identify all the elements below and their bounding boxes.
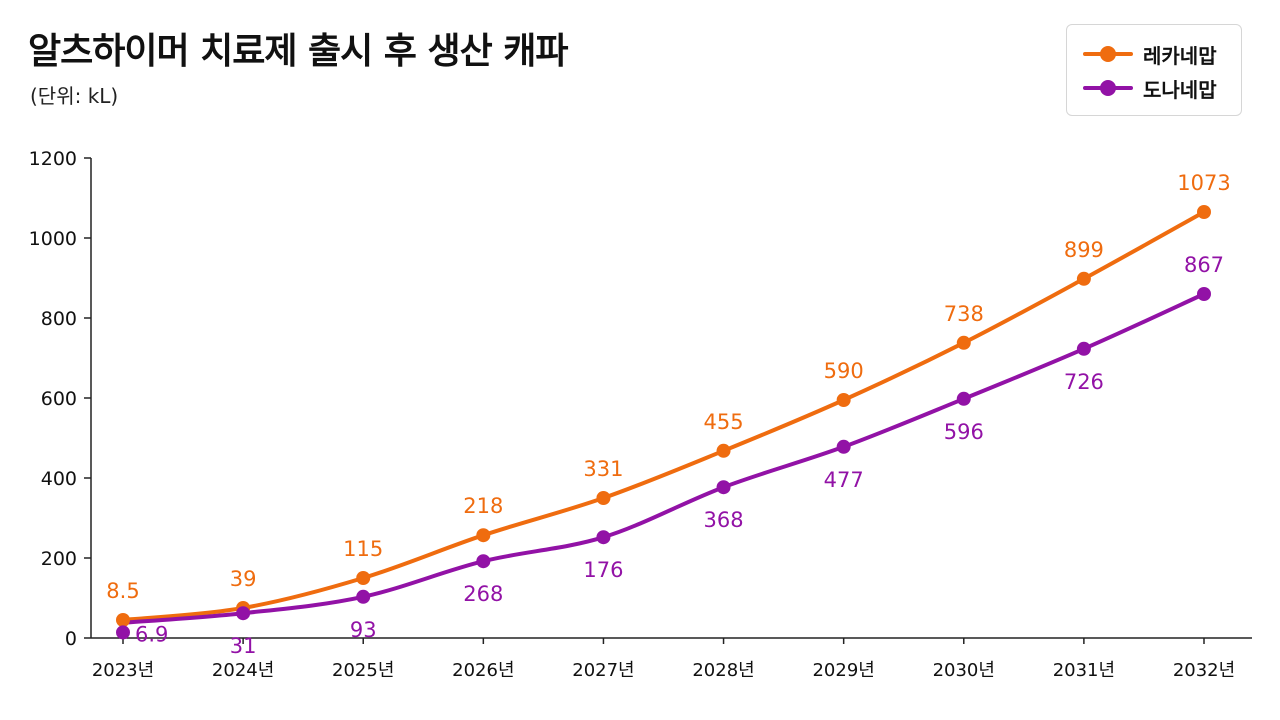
data-label-lecanemab: 39 [230, 567, 257, 591]
x-tick-label: 2024년 [212, 660, 274, 681]
data-point-donanemab [116, 625, 130, 640]
data-label-donanemab: 596 [944, 420, 984, 444]
data-label-lecanemab: 218 [463, 494, 503, 518]
data-point-donanemab [476, 554, 491, 569]
data-label-donanemab: 268 [463, 582, 503, 606]
chart-unit-subtitle: (단위: kL) [30, 84, 119, 108]
data-label-lecanemab: 899 [1064, 238, 1104, 262]
data-label-donanemab: 93 [350, 618, 377, 642]
legend-label-donanemab: 도나네맙 [1143, 77, 1217, 102]
y-tick-label: 200 [41, 548, 77, 570]
x-tick-label: 2031년 [1053, 660, 1115, 681]
data-point-lecanemab [1197, 205, 1211, 219]
y-tick-label: 800 [41, 308, 77, 330]
legend-swatch-donanemab [1083, 80, 1133, 96]
data-label-donanemab: 6.9 [135, 622, 168, 646]
data-label-lecanemab: 590 [824, 359, 864, 383]
legend-item-lecanemab: 레카네맙 [1083, 39, 1217, 69]
data-point-lecanemab [956, 335, 971, 350]
y-tick-label: 1200 [29, 148, 77, 170]
legend-swatch-lecanemab [1083, 46, 1133, 62]
data-label-donanemab: 31 [230, 634, 257, 658]
data-point-donanemab [956, 391, 971, 406]
x-tick-label: 2028년 [692, 660, 754, 681]
data-point-lecanemab [476, 528, 491, 543]
x-tick-label: 2032년 [1173, 660, 1235, 681]
data-label-donanemab: 726 [1064, 370, 1104, 394]
data-label-lecanemab: 331 [583, 457, 623, 481]
data-point-lecanemab [356, 571, 371, 585]
y-tick-label: 0 [65, 628, 77, 650]
data-point-donanemab [356, 589, 371, 604]
legend-dot-donanemab [1100, 80, 1116, 96]
series-line-lecanemab [121, 210, 1206, 622]
chart-legend: 레카네맙 도나네맙 [1066, 24, 1242, 116]
x-tick-label: 2025년 [332, 660, 394, 681]
data-label-lecanemab: 115 [343, 537, 383, 561]
data-label-donanemab: 477 [824, 468, 864, 492]
x-tick-label: 2023년 [92, 660, 154, 681]
y-tick-label: 600 [41, 388, 77, 410]
data-point-donanemab [596, 530, 611, 545]
data-point-donanemab [1076, 341, 1091, 356]
data-label-donanemab: 867 [1184, 253, 1224, 277]
data-label-lecanemab: 8.5 [106, 579, 139, 603]
legend-label-lecanemab: 레카네맙 [1143, 43, 1217, 68]
y-tick-label: 1000 [29, 228, 77, 250]
data-point-donanemab [716, 480, 731, 495]
x-tick-label: 2027년 [572, 660, 634, 681]
legend-dot-lecanemab [1100, 46, 1116, 62]
y-tick-label: 400 [41, 468, 77, 490]
data-point-lecanemab [836, 393, 851, 407]
data-label-lecanemab: 1073 [1177, 171, 1230, 195]
series-line-donanemab [121, 292, 1206, 625]
x-tick-label: 2026년 [452, 660, 514, 681]
data-label-donanemab: 368 [704, 508, 744, 532]
legend-item-donanemab: 도나네맙 [1083, 73, 1217, 103]
data-point-lecanemab [716, 443, 731, 458]
data-point-donanemab [1197, 287, 1211, 301]
chart-title: 알츠하이머 치료제 출시 후 생산 캐파 [28, 31, 568, 72]
x-tick-label: 2029년 [812, 660, 874, 681]
data-label-lecanemab: 455 [704, 410, 744, 434]
data-point-lecanemab [596, 491, 611, 505]
data-point-donanemab [836, 439, 851, 454]
data-point-lecanemab [1076, 271, 1091, 286]
data-point-lecanemab [116, 613, 130, 627]
data-label-lecanemab: 738 [944, 302, 984, 326]
x-tick-label: 2030년 [933, 660, 995, 681]
data-label-donanemab: 176 [583, 558, 623, 582]
data-point-donanemab [236, 606, 251, 621]
